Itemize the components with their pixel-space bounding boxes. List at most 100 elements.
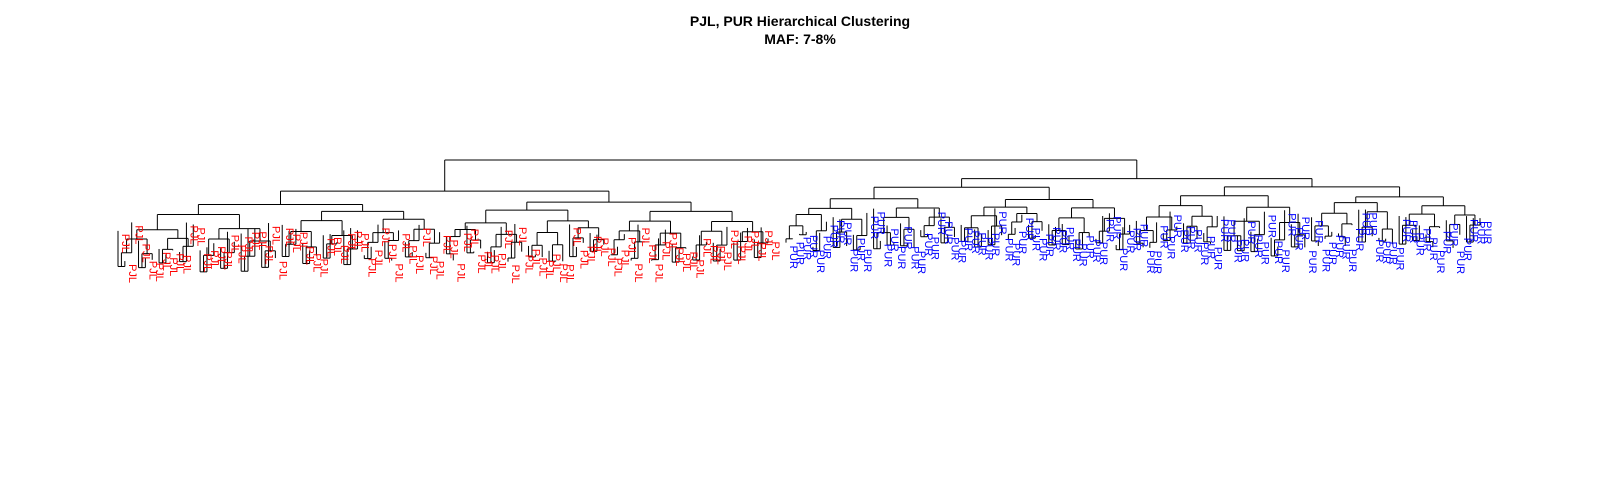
leaf-label: PJL [187,226,199,245]
leaf-label: PUR [895,246,907,269]
leaf-label: PUR [1461,238,1473,261]
leaf-label: PUR [1030,228,1042,251]
leaf-label: PUR [1104,219,1116,242]
leaf-label: PUR [1063,227,1075,250]
leaf-label: PJL [420,228,432,247]
leaf-label: PUR [982,237,994,260]
leaf-label: PUR [1185,226,1197,249]
leaf-label: PUR [1198,242,1210,265]
leaf-label: PUR [935,212,947,235]
leaf-label: PUR [928,237,940,260]
leaf-label: PUR [1420,228,1432,251]
leaf-label: PJL [242,237,254,256]
leaf-label: PUR [1400,219,1412,242]
leaf-label: PJL [270,226,282,245]
leaf-label: PUR [854,238,866,261]
leaf-label: PJL [283,228,295,247]
leaf-label: PJL [201,253,213,272]
leaf-label: PUR [1178,230,1190,253]
leaf-label: PUR [1003,238,1015,261]
leaf-label: PUR [1164,236,1176,259]
leaf-label: PUR [1211,247,1223,270]
leaf-label: PJL [208,250,220,269]
leaf-label: PJL [181,255,193,274]
leaf-label: PJL [256,231,268,250]
leaf-label: PJL [495,253,507,272]
leaf-label: PUR [794,242,806,265]
leaf-label: PJL [393,264,405,283]
leaf-label: PUR [996,211,1008,234]
leaf-label: PUR [1057,230,1069,253]
leaf-label: PUR [827,225,839,248]
leaf-label: PUR [989,233,1001,256]
leaf-label: PJL [222,251,234,270]
leaf-label: PUR [1319,249,1331,272]
leaf-label: PJL [427,256,439,275]
leaf-label: PUR [969,231,981,254]
leaf-label: PJL [680,253,692,272]
leaf-label: PJL [461,233,473,252]
leaf-label: PJL [133,225,145,244]
leaf-label: PUR [1313,220,1325,243]
leaf-label: PJL [311,253,323,272]
title-block: PJL, PUR Hierarchical Clustering MAF: 7-… [0,12,1600,48]
branches [117,159,1481,273]
leaf-label: PJL [167,257,179,276]
leaf-label: PJL [454,263,466,282]
leaf-label: PUR [1225,219,1237,242]
leaf-label: PUR [1259,242,1271,265]
leaf-label: PJL [215,246,227,265]
leaf-label: PUR [1097,242,1109,265]
leaf-label: PUR [1016,231,1028,254]
leaf-label: PJL [235,245,247,264]
leaf-label: PUR [1299,217,1311,240]
leaf-label: PJL [653,264,665,283]
leaf-label: PUR [915,251,927,274]
leaf-label: PUR [800,237,812,260]
leaf-label: PJL [673,247,685,266]
leaf-label: PJL [735,246,747,265]
leaf-label: PUR [1009,243,1021,266]
leaf-label: PUR [1077,243,1089,266]
leaf-label: PUR [1036,238,1048,261]
leaf-label: PJL [748,231,760,250]
leaf-label: PJL [721,252,733,271]
chart-title: PJL, PUR Hierarchical Clustering [689,13,911,29]
leaf-label: PUR [1474,221,1486,244]
leaf-label: PUR [949,237,961,260]
leaf-label: PJL [523,255,535,274]
leaf-label: PJL [441,235,453,254]
leaf-label: PJL [632,264,644,283]
leaf-label: PJL [598,238,610,257]
leaf-label: PJL [400,233,412,252]
leaf-label: PJL [577,250,589,269]
leaf-label: PJL [358,233,370,252]
leaf-label: PUR [1191,229,1203,252]
leaf-label: PUR [1171,215,1183,238]
leaf-label: PUR [1393,247,1405,270]
leaf-label: PUR [1360,213,1372,236]
leaf-label: PJL [612,258,624,277]
leaf-label: PJL [536,258,548,277]
leaf-label: PUR [1151,251,1163,274]
leaf-label: PJL [290,234,302,253]
leaf-label: PUR [1346,249,1358,272]
leaf-label: PUR [1380,241,1392,264]
leaf-label: PUR [922,233,934,256]
chart-subtitle: MAF: 7-8% [764,31,836,47]
leaf-label: PJL [434,261,446,280]
leaf-label: PUR [807,235,819,258]
leaf-label: PUR [814,250,826,273]
leaf-labels: PJLPJLPJLPJLPJLPJLPJLPJLPJLPJLPJLPJLPJLP… [119,211,1493,283]
leaf-label: PJL [249,232,261,251]
leaf-label: PUR [1272,241,1284,264]
leaf-label: PUR [1441,231,1453,254]
leaf-label: PUR [1083,236,1095,259]
leaf-label: PJL [352,231,364,250]
leaf-label: PUR [1333,235,1345,258]
leaf-label: PJL [468,229,480,248]
leaf-label: PUR [1373,239,1385,262]
leaf-label: PUR [875,212,887,235]
leaf-label: PJL [701,238,713,257]
leaf-label: PUR [1279,250,1291,273]
